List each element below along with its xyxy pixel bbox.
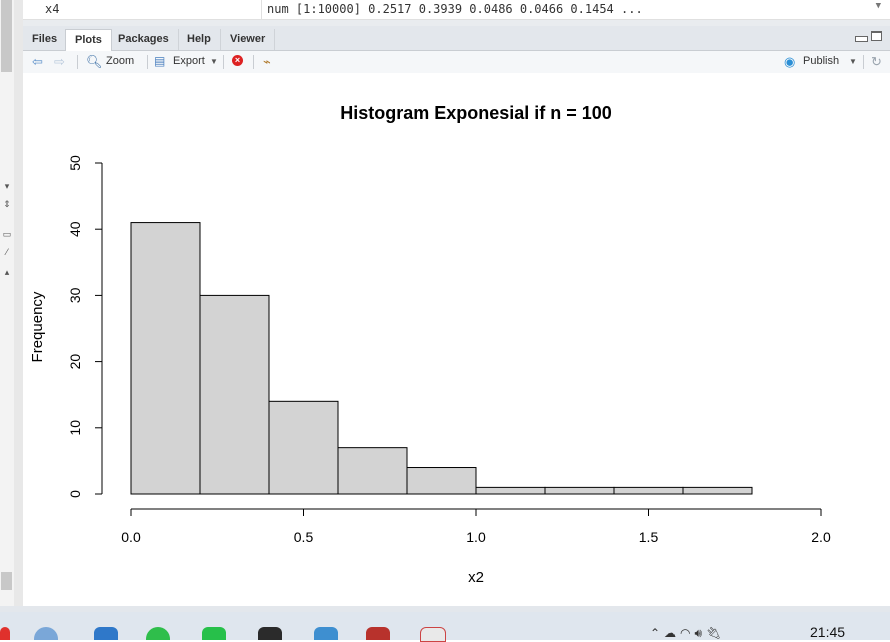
y-tick-label: 10 [67, 420, 83, 436]
toolbar-divider [863, 55, 864, 69]
resize-icon[interactable]: ⇕ [3, 199, 11, 209]
zoom-button[interactable]: Zoom [106, 55, 135, 67]
tab-plots[interactable]: Plots [65, 29, 112, 51]
left-pane-gutter: ▾ ⇕ ▭ ⁄ ▴ [0, 0, 15, 612]
tab-help[interactable]: Help [178, 29, 221, 50]
plot-viewer: Histogram Exponesial if n = 100 x2 Frequ… [23, 73, 890, 606]
zoom-icon[interactable]: 🔍︎ [86, 54, 103, 69]
bars-group [130, 222, 753, 495]
window-icon[interactable]: ▭ [2, 229, 12, 239]
x-tick-label: 1.0 [466, 529, 486, 545]
publish-button[interactable]: Publish [803, 55, 840, 67]
files-pane-tabbar: Files Plots Packages Help Viewer [23, 26, 890, 51]
left-scroll-thumb-bottom[interactable] [1, 572, 12, 590]
y-tick-label: 0 [67, 490, 83, 498]
whatsapp-icon[interactable] [146, 627, 170, 640]
pane-bottom-border [0, 606, 890, 612]
tab-packages[interactable]: Packages [109, 29, 179, 50]
refresh-icon[interactable]: ↻ [871, 54, 882, 69]
brush-icon[interactable]: ⁄ [6, 247, 8, 257]
toolbar-divider [223, 55, 224, 69]
histogram-bar [406, 467, 477, 495]
line-app-icon[interactable] [202, 627, 226, 640]
archive-app-icon[interactable] [366, 627, 390, 640]
toolbar-divider [77, 55, 78, 69]
y-axis: 0 10 20 30 40 50 [67, 155, 103, 498]
histogram-plot: Histogram Exponesial if n = 100 x2 Frequ… [29, 103, 831, 586]
chevron-down-icon[interactable]: ▼ [210, 57, 218, 66]
collapse-up-icon[interactable]: ▴ [4, 267, 10, 277]
os-taskbar: ⌃☁◠🔊︎🔌︎ 21:45 [0, 612, 890, 642]
y-tick-label: 30 [67, 287, 83, 303]
histogram-bar [337, 447, 408, 495]
x-tick-label: 0.0 [121, 529, 141, 545]
collapse-down-icon[interactable]: ▾ [4, 181, 10, 191]
minimize-pane-icon[interactable] [855, 36, 868, 42]
maximize-pane-icon[interactable] [871, 31, 882, 41]
y-tick-label: 40 [67, 221, 83, 237]
y-tick-label: 20 [67, 354, 83, 370]
pane-splitter[interactable] [14, 0, 23, 612]
export-button[interactable]: Export [173, 55, 205, 67]
histogram-bar [199, 294, 270, 495]
x-axis-label: x2 [468, 569, 484, 586]
calendar-app-icon[interactable] [94, 627, 118, 640]
plots-toolbar: ⇦ ⇨ 🔍︎ Zoom ▤ Export ▼ × ⌁ ◉ Publish ▼ ↻ [23, 51, 890, 74]
x-tick-label: 2.0 [811, 529, 831, 545]
env-variable-name: x4 [45, 2, 60, 16]
histogram-bar [682, 486, 753, 495]
y-tick-label: 50 [67, 155, 83, 171]
env-variable-value: num [1:10000] 0.2517 0.3939 0.0486 0.046… [267, 2, 643, 16]
tab-files[interactable]: Files [23, 29, 68, 50]
export-icon[interactable]: ▤ [154, 54, 166, 68]
system-tray-icons[interactable]: ⌃☁◠🔊︎🔌︎ [650, 626, 726, 640]
taskbar-app-icon[interactable] [34, 627, 58, 640]
x-tick-label: 1.5 [639, 529, 659, 545]
environment-row[interactable]: x4 num [1:10000] 0.2517 0.3939 0.0486 0.… [23, 0, 890, 20]
back-arrow-icon[interactable]: ⇦ [32, 54, 43, 69]
taskbar-app-icon[interactable] [258, 627, 282, 640]
toolbar-divider [147, 55, 148, 69]
publish-icon[interactable]: ◉ [784, 54, 796, 69]
broom-icon[interactable]: ⌁ [263, 54, 271, 69]
histogram-bar [544, 486, 615, 495]
forward-arrow-icon[interactable]: ⇨ [54, 54, 65, 69]
x-tick-label: 0.5 [294, 529, 314, 545]
tab-viewer[interactable]: Viewer [221, 29, 276, 50]
toolbar-divider [253, 55, 254, 69]
chevron-down-icon[interactable]: ▼ [849, 57, 857, 66]
histogram-bar [475, 486, 546, 495]
calculator-icon[interactable] [314, 627, 338, 640]
taskbar-clock: 21:45 [810, 624, 846, 640]
env-column-divider [261, 0, 262, 19]
left-scroll-thumb[interactable] [1, 0, 12, 72]
pane-separator [23, 20, 890, 26]
remove-plot-icon[interactable]: × [232, 55, 243, 66]
histogram-bar [130, 222, 201, 495]
x-axis: 0.0 0.5 1.0 1.5 2.0 [121, 508, 831, 545]
chart-title: Histogram Exponesial if n = 100 [340, 103, 612, 123]
scroll-down-icon[interactable]: ▼ [875, 1, 881, 11]
y-axis-label: Frequency [29, 291, 46, 362]
taskbar-app-icon[interactable] [0, 627, 10, 640]
histogram-bar [613, 486, 684, 495]
histogram-bar [268, 400, 339, 495]
